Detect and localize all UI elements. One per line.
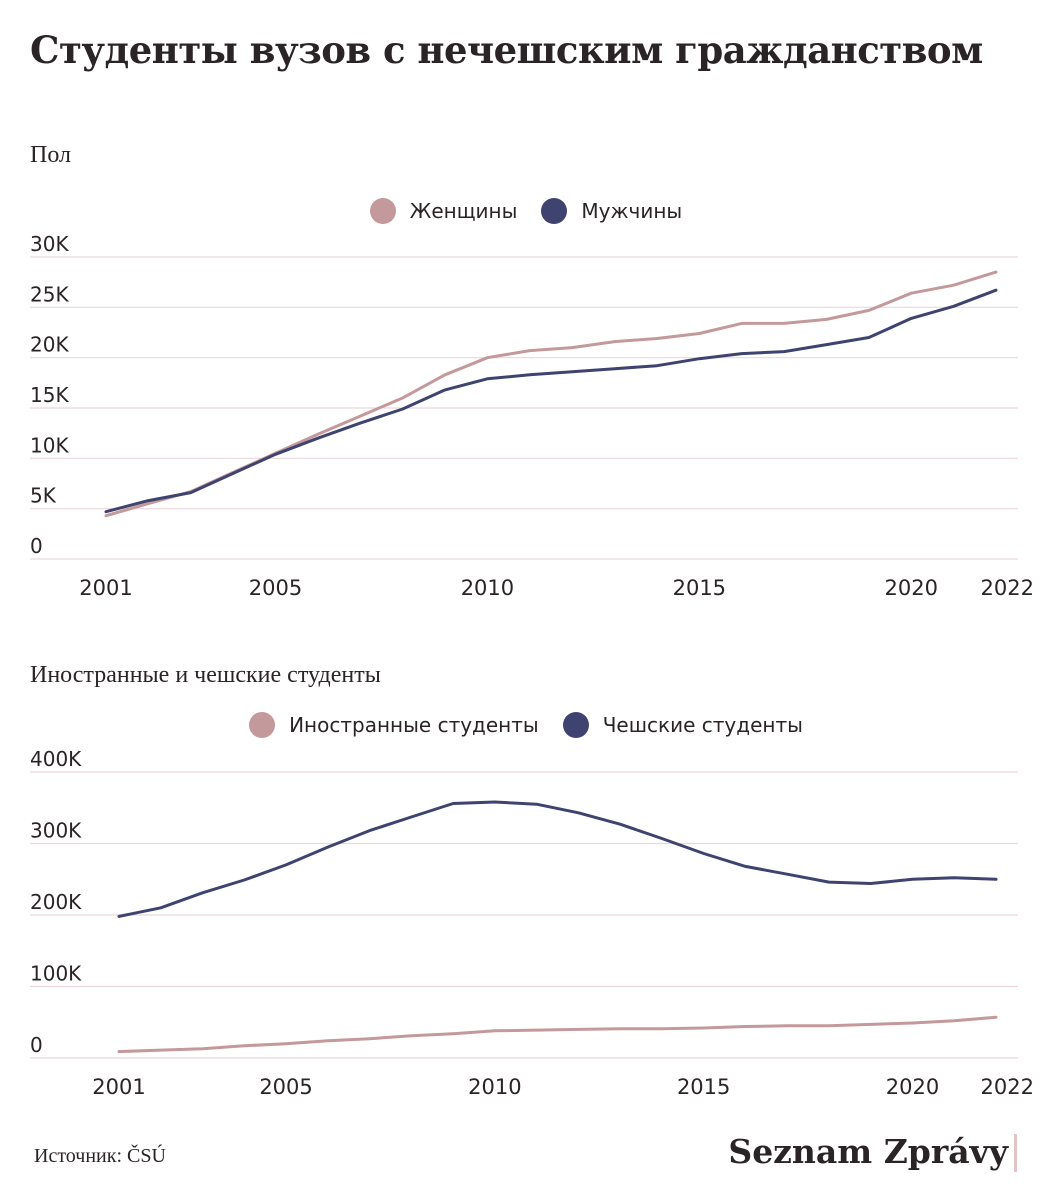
series-line-1-1	[117, 800, 998, 918]
legend-label-women: Женщины	[409, 199, 518, 223]
y-tick-label-0-0: 0	[30, 534, 43, 558]
legend-dot-men	[541, 198, 568, 224]
legend-item-foreign: Иностранные студенты	[249, 712, 539, 738]
source-note: Источник: ČSÚ	[34, 1145, 166, 1167]
chart-students: 0 100K 200K 300K 400K 2001 2005 2010 2015 2020 202…	[30, 747, 1034, 1099]
legend-item-women: Женщины	[369, 198, 518, 224]
legend-item-men: Мужчины	[541, 198, 682, 224]
y-tick-label-0-3: 15K	[30, 383, 69, 407]
legend-label-men: Мужчины	[581, 199, 683, 223]
x-tick-label-1-4: 2020	[886, 1075, 939, 1099]
chart-1-title: Пол	[30, 142, 71, 168]
y-tick-label-1-4: 400K	[30, 747, 82, 771]
x-tick-label-1-1: 2005	[259, 1075, 312, 1099]
brand-bar	[1014, 1134, 1017, 1172]
y-tick-label-0-1: 5K	[30, 484, 57, 508]
series-line-0-1	[104, 288, 998, 514]
legend-label-foreign: Иностранные студенты	[289, 713, 539, 737]
y-tick-label-1-2: 200K	[30, 890, 82, 914]
y-tick-label-0-6: 30K	[30, 232, 69, 256]
x-tick-label-1-0: 2001	[92, 1075, 145, 1099]
series-line-0-0	[104, 270, 998, 518]
legend-label-czech: Чешские студенты	[602, 713, 803, 737]
brand-logo: Seznam Zprávy	[728, 1132, 1008, 1171]
x-tick-label-0-4: 2020	[885, 576, 938, 600]
chart-1-legend: Женщины Мужчины	[0, 198, 1052, 224]
y-tick-label-0-4: 20K	[30, 333, 69, 357]
y-tick-label-0-5: 25K	[30, 282, 69, 306]
chart-gender: 0 5K 10K 15K 20K 25K 30K 2001 2005 2010 2015 2020 20…	[30, 232, 1034, 600]
legend-dot-czech	[562, 712, 589, 738]
x-tick-label-0-2: 2010	[461, 576, 514, 600]
x-tick-label-1-5: 2022	[981, 1075, 1034, 1099]
y-tick-label-1-0: 0	[30, 1033, 43, 1057]
legend-item-czech: Чешские студенты	[562, 712, 803, 738]
y-tick-label-0-2: 10K	[30, 433, 69, 457]
x-tick-label-0-0: 2001	[79, 576, 132, 600]
legend-dot-foreign	[249, 712, 276, 738]
x-tick-label-0-3: 2015	[673, 576, 726, 600]
x-tick-label-1-2: 2010	[468, 1075, 521, 1099]
series-line-1-0	[117, 1015, 998, 1054]
y-tick-label-1-1: 100K	[30, 962, 82, 986]
x-tick-label-0-1: 2005	[249, 576, 302, 600]
x-tick-label-0-5: 2022	[981, 576, 1034, 600]
page-title: Студенты вузов с нечешским гражданством	[30, 28, 983, 72]
x-tick-label-1-3: 2015	[677, 1075, 730, 1099]
legend-dot-women	[369, 198, 396, 224]
chart-2-legend: Иностранные студенты Чешские студенты	[0, 712, 1052, 738]
y-tick-label-1-3: 300K	[30, 819, 82, 843]
chart-2-title: Иностранные и чешские студенты	[30, 662, 381, 688]
